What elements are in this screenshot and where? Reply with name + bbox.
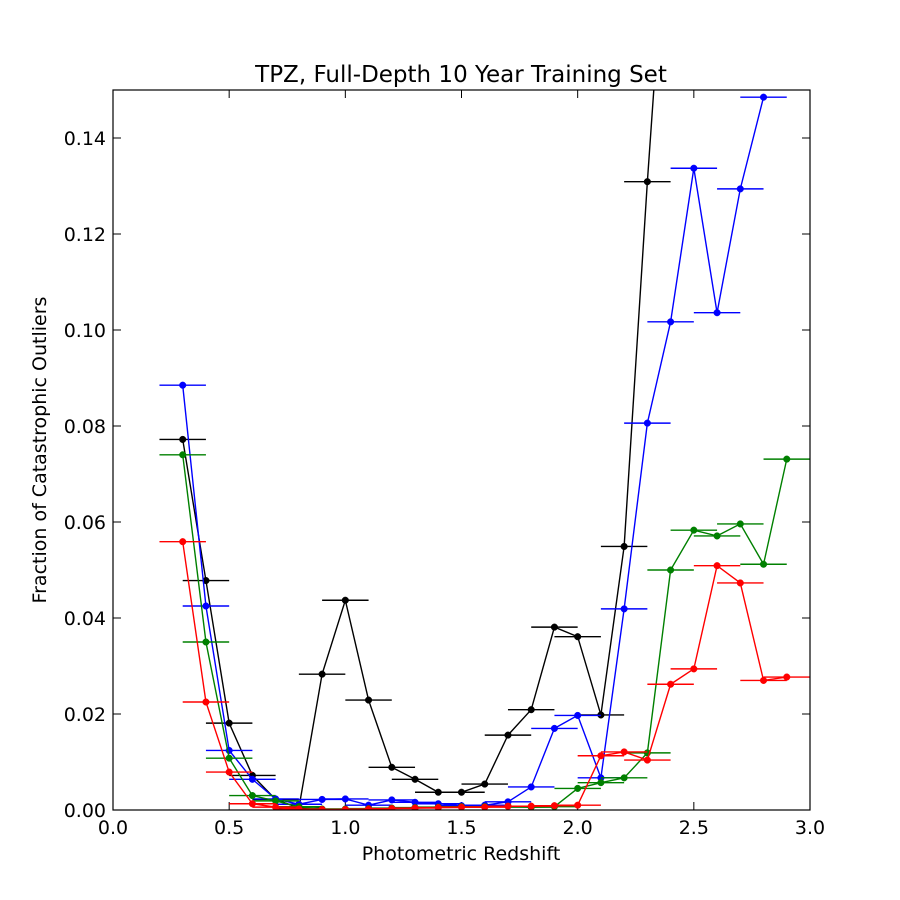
data-point — [759, 676, 768, 684]
ticks-layer: 0.0 0.5 1.0 1.5 2.0 2.5 3.0 0.00 0.02 0.04 0.06 0.0… — [64, 90, 825, 839]
data-point — [527, 706, 535, 714]
data-point — [643, 178, 651, 186]
data-point — [597, 779, 605, 787]
data-point — [202, 638, 210, 646]
x-tick-label: 0.0 — [98, 817, 128, 839]
data-point — [248, 775, 256, 783]
data-point — [411, 775, 419, 783]
data-point — [179, 451, 187, 459]
data-point — [179, 435, 187, 443]
series-layer — [159, 90, 810, 810]
y-tick-label: 0.08 — [64, 416, 106, 438]
data-point — [643, 419, 651, 427]
data-point — [736, 520, 744, 528]
data-point — [248, 800, 256, 808]
data-point — [736, 185, 744, 193]
plot-frame — [112, 89, 811, 811]
data-point — [643, 756, 651, 764]
y-tick-label: 0.00 — [64, 800, 106, 822]
y-tick-label: 0.02 — [64, 704, 106, 726]
data-point — [690, 164, 698, 172]
y-tick-label: 0.10 — [64, 320, 106, 342]
data-point — [597, 752, 605, 760]
data-point — [759, 93, 768, 101]
data-point — [504, 731, 512, 739]
data-point — [736, 579, 744, 587]
data-point — [574, 801, 582, 809]
data-point — [620, 542, 628, 551]
data-point — [388, 763, 396, 771]
x-tick-label: 1.0 — [330, 817, 360, 839]
data-point — [713, 309, 721, 317]
data-point — [574, 784, 582, 792]
data-point — [574, 711, 582, 719]
data-point — [341, 596, 349, 604]
series-line — [182, 541, 787, 810]
data-point — [690, 526, 698, 534]
data-point — [225, 719, 233, 727]
data-point — [783, 673, 791, 681]
data-point — [759, 560, 768, 568]
x-tick-label: 0.5 — [214, 817, 244, 839]
data-point — [202, 602, 210, 610]
data-point — [620, 774, 628, 782]
chart-title: TPZ, Full-Depth 10 Year Training Set — [254, 62, 667, 88]
data-point — [457, 788, 466, 796]
data-point — [248, 792, 256, 800]
x-tick-label: 3.0 — [795, 817, 825, 839]
data-point — [550, 724, 558, 732]
x-axis-title: Photometric Redshift — [362, 843, 561, 865]
data-point — [550, 623, 558, 631]
data-point — [365, 696, 373, 704]
data-point — [318, 670, 326, 678]
data-point — [225, 754, 233, 762]
series-1 — [159, 93, 787, 810]
series-3 — [159, 538, 810, 810]
y-tick-label: 0.06 — [64, 512, 106, 534]
data-point — [620, 748, 628, 756]
data-point — [202, 698, 210, 706]
data-point — [713, 532, 721, 540]
series-line — [182, 97, 765, 807]
data-point — [179, 538, 187, 546]
data-point — [783, 455, 791, 463]
data-point — [179, 381, 187, 389]
data-point — [690, 665, 698, 673]
data-point — [667, 680, 675, 688]
y-tick-label: 0.04 — [64, 608, 106, 630]
data-point — [620, 605, 628, 613]
series-line — [182, 454, 788, 810]
y-axis-title: Fraction of Catastrophic Outliers — [29, 297, 51, 604]
data-point — [481, 803, 489, 810]
series-2 — [159, 451, 810, 810]
x-tick-label: 1.5 — [446, 817, 476, 839]
data-point — [667, 566, 675, 574]
x-tick-label: 2.5 — [679, 817, 709, 839]
data-point — [527, 783, 535, 791]
data-point — [225, 768, 233, 776]
data-point — [574, 633, 582, 641]
data-point — [341, 795, 349, 803]
y-tick-label: 0.12 — [64, 224, 106, 246]
data-point — [481, 780, 489, 788]
series-0 — [159, 90, 671, 810]
data-point — [667, 318, 675, 326]
y-tick-label: 0.14 — [64, 128, 106, 150]
x-tick-label: 2.0 — [563, 817, 593, 839]
series-line — [182, 90, 655, 810]
data-point — [713, 562, 721, 570]
data-point — [388, 796, 396, 804]
